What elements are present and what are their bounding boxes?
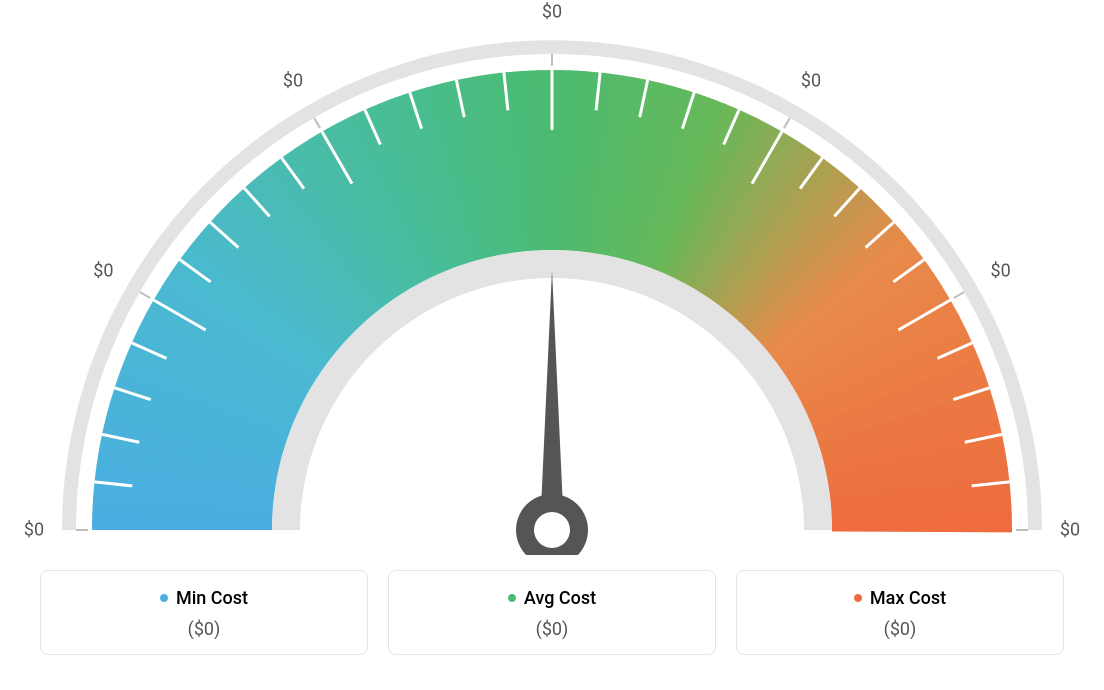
legend-title-min: Min Cost — [160, 588, 248, 609]
legend-value-min: ($0) — [49, 619, 359, 640]
legend-dot-max — [854, 594, 862, 602]
legend-dot-min — [160, 594, 168, 602]
gauge-tick-label: $0 — [990, 261, 1010, 282]
legend-label-max: Max Cost — [870, 588, 946, 609]
legend-card-avg: Avg Cost ($0) — [388, 570, 716, 655]
legend-label-min: Min Cost — [176, 588, 248, 609]
gauge-tick-label: $0 — [93, 261, 113, 282]
legend-card-max: Max Cost ($0) — [736, 570, 1064, 655]
legend-card-min: Min Cost ($0) — [40, 570, 368, 655]
legend-title-max: Max Cost — [854, 588, 946, 609]
legend-value-avg: ($0) — [397, 619, 707, 640]
legend-row: Min Cost ($0) Avg Cost ($0) Max Cost ($0… — [0, 570, 1104, 655]
gauge-tick-label: $0 — [283, 71, 303, 92]
gauge-tick-label: $0 — [801, 71, 821, 92]
legend-value-max: ($0) — [745, 619, 1055, 640]
legend-title-avg: Avg Cost — [508, 588, 596, 609]
gauge-tick-label: $0 — [24, 520, 44, 541]
gauge-tick-label: $0 — [1060, 520, 1080, 541]
legend-dot-avg — [508, 594, 516, 602]
gauge-chart: $0 $0 $0 $0 $0 $0 $0 — [0, 0, 1104, 555]
gauge-tick-label: $0 — [542, 2, 562, 23]
legend-label-avg: Avg Cost — [524, 588, 596, 609]
gauge-svg — [0, 0, 1104, 555]
